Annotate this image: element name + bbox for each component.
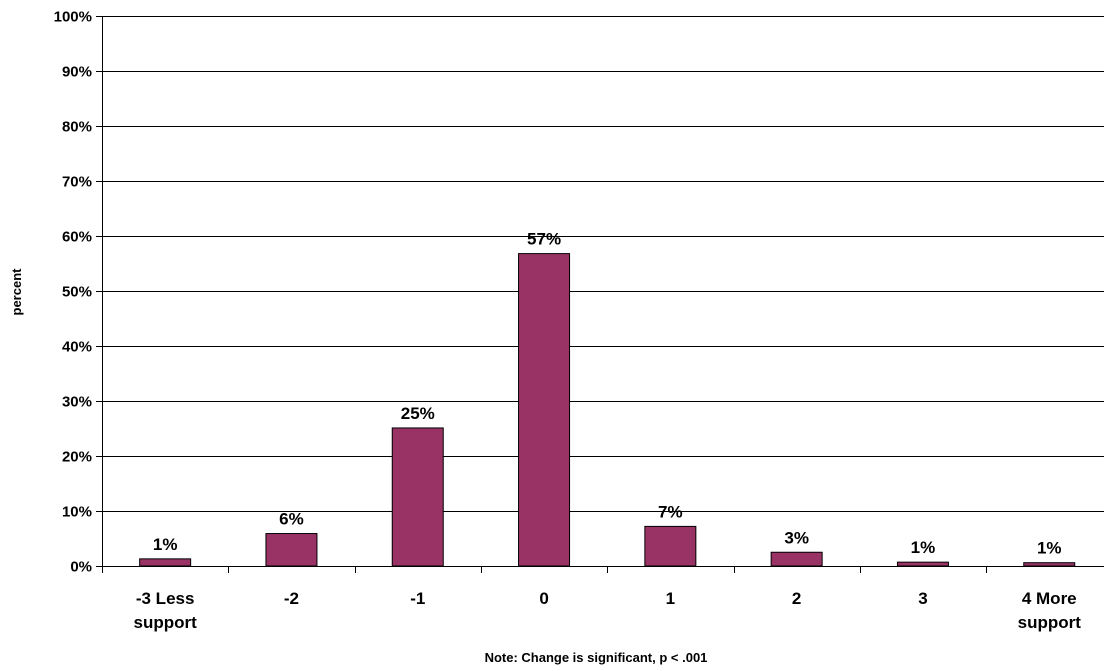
data-label: 6%	[279, 510, 304, 529]
category-label: -3 Less	[136, 589, 195, 608]
y-tick-label: 80%	[62, 119, 92, 136]
chart-note: Note: Change is significant, p < .001	[485, 650, 708, 665]
y-tick-label: 20%	[62, 449, 92, 466]
bars	[139, 253, 1076, 567]
bar	[770, 551, 823, 567]
category-label: 3	[918, 589, 927, 608]
category-label: support	[1018, 613, 1082, 632]
y-axis-label: percent	[9, 268, 24, 316]
y-tick-label: 50%	[62, 284, 92, 301]
bar	[139, 558, 192, 567]
category-label: 0	[539, 589, 548, 608]
category-label: support	[134, 613, 198, 632]
y-tick-label: 60%	[62, 229, 92, 246]
bar	[896, 561, 949, 567]
y-tick-label: 10%	[62, 504, 92, 521]
bar	[265, 533, 318, 567]
category-labels: -3 Less support -2 -1 0 1 2 3 4 More support	[134, 589, 1082, 632]
y-tick-label: 100%	[54, 9, 92, 26]
y-tick-label: 70%	[62, 174, 92, 191]
y-tick-label: 40%	[62, 339, 92, 356]
gridlines	[102, 16, 1104, 512]
y-tick-label: 0%	[70, 559, 92, 576]
bar	[644, 525, 697, 567]
bar	[1023, 562, 1076, 567]
bar	[391, 427, 444, 567]
data-label: 25%	[401, 404, 435, 423]
category-label: 4 More	[1022, 589, 1077, 608]
data-label: 3%	[784, 528, 809, 547]
category-label: 1	[666, 589, 675, 608]
category-label: -1	[410, 589, 425, 608]
data-label: 57%	[527, 230, 561, 249]
bar	[518, 253, 571, 567]
y-tick-label: 90%	[62, 64, 92, 81]
category-label: -2	[284, 589, 299, 608]
data-label: 7%	[658, 502, 683, 521]
data-label: 1%	[911, 538, 936, 557]
category-label: 2	[792, 589, 801, 608]
data-label: 1%	[1037, 539, 1062, 558]
y-tick-labels: 0% 10% 20% 30% 40% 50% 60% 70% 80% 90% 100%	[54, 9, 92, 576]
axes	[96, 16, 1104, 573]
data-labels: 1% 6% 25% 57% 7% 3% 1% 1%	[153, 230, 1062, 558]
y-tick-label: 30%	[62, 394, 92, 411]
data-label: 1%	[153, 535, 178, 554]
